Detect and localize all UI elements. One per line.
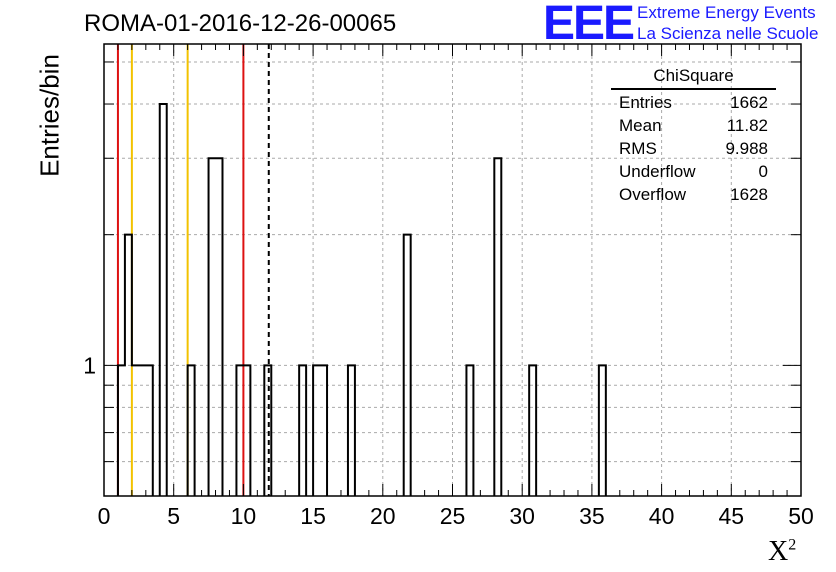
logo-line-2: La Scienza nelle Scuole [637, 24, 819, 43]
x-tick-label: 50 [788, 503, 814, 529]
x-tick-label: 45 [719, 503, 745, 529]
x-tick-label: 15 [300, 503, 326, 529]
stats-row-entries: Entries 1662 [611, 91, 776, 114]
stats-label: Underflow [619, 162, 696, 181]
stats-row-underflow: Underflow 0 [611, 160, 776, 183]
histogram-bin [494, 158, 501, 496]
stats-value: 9.988 [725, 139, 768, 158]
stats-value: 11.82 [726, 116, 768, 135]
y-tick-label: 1 [83, 352, 96, 378]
stats-row-rms: RMS 9.988 [611, 137, 776, 160]
stats-row-mean: Mean 11.82 [611, 114, 776, 137]
stats-value: 1662 [730, 93, 768, 112]
x-tick-label: 20 [370, 503, 396, 529]
x-tick-label: 30 [509, 503, 535, 529]
x-axis-label: X2 [768, 536, 797, 567]
y-axis-label: Entries/bin [34, 54, 65, 177]
stats-label: Overflow [619, 185, 687, 204]
histogram-bin [160, 104, 167, 496]
stats-label: Mean [619, 116, 662, 135]
stats-label: RMS [619, 139, 657, 158]
logo-line-1: Extreme Energy Events [637, 3, 816, 22]
stats-label: Entries [619, 93, 672, 112]
stats-value: 0 [758, 162, 768, 181]
x-tick-label: 5 [167, 503, 180, 529]
stats-value: 1628 [730, 185, 768, 204]
chart-title: ROMA-01-2016-12-26-00065 [84, 10, 397, 37]
x-tick-label: 35 [579, 503, 605, 529]
histogram-bin [209, 158, 216, 496]
histogram-bars [116, 103, 607, 496]
histogram-bin [216, 158, 223, 496]
x-tick-label: 10 [231, 503, 257, 529]
x-tick-label: 25 [440, 503, 466, 529]
x-tick-label: 0 [98, 503, 111, 529]
x-tick-label: 40 [649, 503, 675, 529]
stats-row-overflow: Overflow 1628 [611, 183, 776, 206]
stats-title: ChiSquare [611, 66, 776, 90]
eee-logo: EEE [543, 0, 635, 50]
stats-box: ChiSquare Entries 1662 Mean 11.82 RMS 9.988… [611, 66, 776, 206]
